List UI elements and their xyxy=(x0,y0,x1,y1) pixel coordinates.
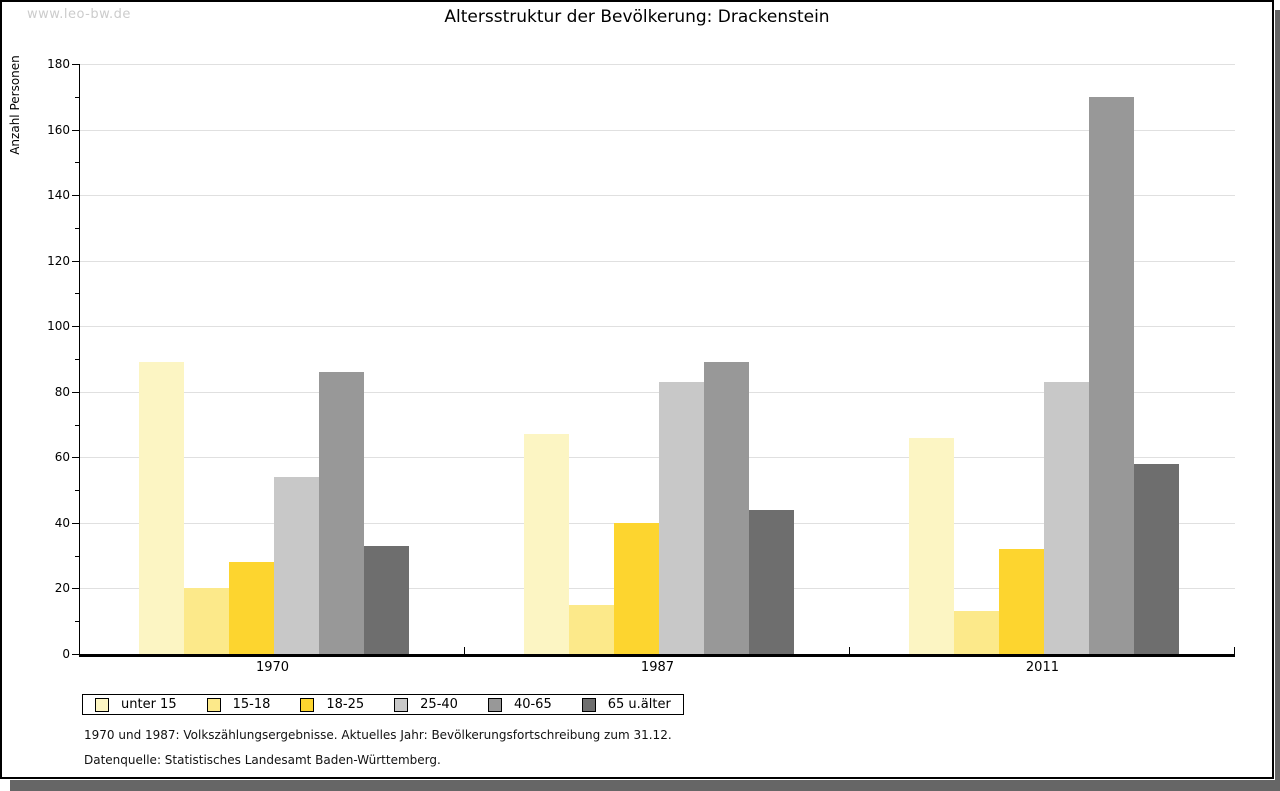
footnote-line-2: Datenquelle: Statistisches Landesamt Bad… xyxy=(84,753,441,767)
plot-area: 0 20 40 60 80 100 120 140 160 180 1970 1987 2011 xyxy=(47,57,1235,675)
y-axis-minor-tick xyxy=(75,293,79,295)
y-axis-title: Anzahl Personen xyxy=(8,55,22,155)
y-axis-minor-tick xyxy=(75,424,79,426)
bar-1970-unter-15 xyxy=(139,362,184,654)
gridline xyxy=(80,260,1235,262)
legend-swatch-icon xyxy=(206,697,221,712)
y-axis-tick-label: 120 xyxy=(47,253,70,268)
legend-swatch-icon xyxy=(300,697,315,712)
legend-swatch-icon xyxy=(581,697,596,712)
bar-1987-65-u.älter xyxy=(748,509,794,654)
gridline xyxy=(80,195,1235,197)
bar-groups: 1970 1987 2011 xyxy=(80,64,1235,675)
y-axis-tick-label: 20 xyxy=(54,581,70,596)
legend: unter 15 15-18 18-25 25-40 40-65 65 u.älter xyxy=(82,694,684,715)
bar-cluster xyxy=(908,96,1179,654)
bar-group-2011: 2011 xyxy=(850,64,1235,675)
y-axis-minor-tick xyxy=(75,227,79,229)
gridline xyxy=(80,64,1235,65)
chart-title: Altersstruktur der Bevölkerung: Drackens… xyxy=(444,7,830,27)
y-axis-major-tick xyxy=(72,457,79,459)
legend-item: unter 15 xyxy=(95,697,177,712)
y-axis-tick-label: 80 xyxy=(54,384,70,399)
bar-group-1987: 1987 xyxy=(465,64,850,675)
y-axis-major-tick xyxy=(72,522,79,524)
legend-swatch-icon xyxy=(95,697,109,712)
legend-label: unter 15 xyxy=(121,697,177,712)
bar-1970-25-40 xyxy=(274,477,319,654)
legend-swatch-icon xyxy=(394,697,409,712)
legend-item: 40-65 xyxy=(487,697,552,712)
y-axis-tick-label: 100 xyxy=(47,319,70,334)
y-axis-minor-tick xyxy=(75,359,79,360)
bar-1987-18-25 xyxy=(613,522,659,654)
bar-2011-25-40 xyxy=(1043,381,1089,654)
y-axis-minor-tick xyxy=(75,621,79,623)
y-axis-major-tick xyxy=(72,64,79,65)
y-axis-minor-tick xyxy=(75,96,79,98)
y-axis-tick-label: 60 xyxy=(54,450,70,465)
legend-label: 25-40 xyxy=(420,697,458,712)
gridline xyxy=(80,391,1235,393)
legend-item: 15-18 xyxy=(206,697,271,712)
legend-label: 40-65 xyxy=(513,697,552,712)
x-axis-tick xyxy=(1234,647,1235,654)
y-axis-tick-label: 160 xyxy=(47,122,70,137)
gridline xyxy=(80,326,1235,328)
legend-item: 18-25 xyxy=(300,697,364,712)
bar-1987-15-18 xyxy=(568,604,614,654)
y-axis-major-tick xyxy=(72,654,79,655)
bar-1970-40-65 xyxy=(319,372,364,654)
watermark: www.leo-bw.de xyxy=(27,7,131,22)
x-axis-tick xyxy=(463,647,465,654)
legend-label: 18-25 xyxy=(326,697,365,712)
legend-item: 25-40 xyxy=(394,697,458,712)
x-axis-category-label: 1987 xyxy=(640,660,675,675)
y-axis-major-tick xyxy=(72,588,79,590)
bar-1987-40-65 xyxy=(703,362,749,654)
bar-cluster xyxy=(523,362,794,654)
gridline xyxy=(80,457,1235,459)
drop-shadow-bottom xyxy=(10,780,1280,791)
y-axis-major-tick xyxy=(72,326,79,328)
bar-1970-18-25 xyxy=(229,562,274,654)
y-axis-major-tick xyxy=(72,391,79,393)
x-axis-category-label: 2011 xyxy=(1025,660,1059,675)
y-axis-tick-label: 0 xyxy=(62,647,70,661)
legend-swatch-icon xyxy=(487,697,502,712)
bar-2011-unter-15 xyxy=(908,437,954,654)
x-axis-tick xyxy=(849,647,850,654)
drop-shadow-right xyxy=(1275,10,1280,791)
legend-label: 65 u.älter xyxy=(607,697,671,712)
bar-2011-15-18 xyxy=(953,611,999,654)
bar-1987-25-40 xyxy=(658,381,704,654)
gridline xyxy=(80,129,1235,131)
y-axis-major-tick xyxy=(72,129,79,131)
x-axis-category-label: 1970 xyxy=(255,660,290,675)
legend-item: 65 u.älter xyxy=(581,697,671,712)
footnote-line-1: 1970 und 1987: Volkszählungsergebnisse. … xyxy=(84,728,672,742)
bar-2011-18-25 xyxy=(998,549,1044,654)
y-axis-major-tick xyxy=(72,260,79,262)
legend-label: 15-18 xyxy=(232,697,271,712)
y-axis-major-tick xyxy=(72,195,79,197)
bar-2011-40-65 xyxy=(1088,96,1134,654)
y-axis-tick-label: 140 xyxy=(47,188,70,203)
bar-1970-15-18 xyxy=(184,588,229,654)
bar-1987-unter-15 xyxy=(523,434,569,654)
bar-group-1970: 1970 xyxy=(80,64,465,675)
y-axis-tick-label: 40 xyxy=(54,515,70,530)
y-axis-minor-tick xyxy=(75,162,79,164)
bar-2011-65-u.älter xyxy=(1133,463,1179,654)
bar-1970-65-u.älter xyxy=(364,545,409,654)
bar-cluster xyxy=(139,362,409,654)
y-axis-tick-label: 180 xyxy=(47,57,70,71)
y-axis-minor-tick xyxy=(75,490,79,492)
y-axis-minor-tick xyxy=(75,555,79,557)
